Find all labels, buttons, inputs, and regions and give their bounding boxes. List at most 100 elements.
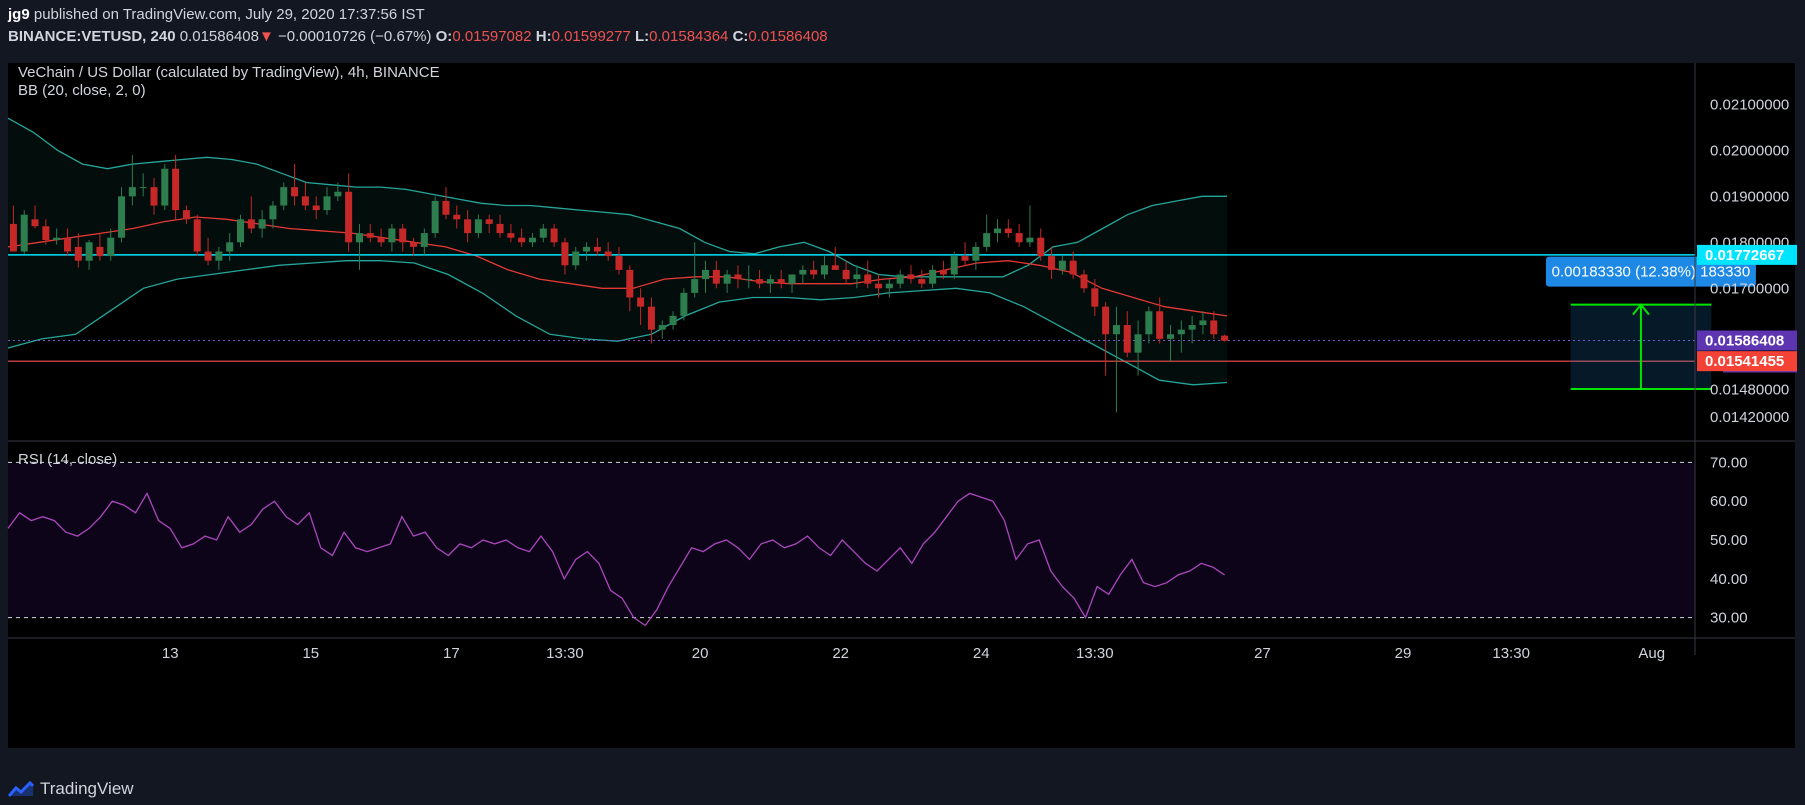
time-tick-label: Aug xyxy=(1638,645,1665,662)
horizontal-lines xyxy=(8,254,1695,362)
candle-body xyxy=(474,219,482,234)
candle-body xyxy=(366,233,374,238)
time-tick-label: 22 xyxy=(832,645,849,662)
candle-body xyxy=(1080,274,1088,289)
candle-body xyxy=(193,219,201,252)
candle-body xyxy=(258,219,266,229)
candle-body xyxy=(85,242,93,261)
candle-body xyxy=(301,196,309,206)
candle-body xyxy=(74,246,82,261)
candle-body xyxy=(118,196,126,238)
candle-body xyxy=(615,256,623,270)
candle-body xyxy=(972,246,980,261)
candle-body xyxy=(950,256,958,275)
candle-body xyxy=(528,237,536,243)
price-tick-label: 0.01480000 xyxy=(1710,381,1789,398)
symbol-label: BINANCE:VETUSD, 240 xyxy=(8,28,176,45)
candle-body xyxy=(842,269,850,280)
price-tick-label: 0.02000000 xyxy=(1710,142,1789,159)
candle-body xyxy=(896,274,904,284)
candle-body xyxy=(334,191,342,197)
publish-info: jg9 published on TradingView.com, July 2… xyxy=(8,6,425,23)
candle-body xyxy=(907,274,915,280)
candle-body xyxy=(1221,335,1229,341)
price-tick-label: 0.01700000 xyxy=(1710,280,1789,297)
candle-body xyxy=(561,242,569,266)
candle-body xyxy=(929,269,937,284)
candle-body xyxy=(1058,260,1066,270)
candle-body xyxy=(518,237,526,243)
candle-body xyxy=(31,219,39,227)
price-chart[interactable]: 0.00183330 (12.38%) 183330 0.02100000 0.0… xyxy=(0,55,1805,755)
last-price: 0.01586408 xyxy=(179,28,259,45)
candle-body xyxy=(734,274,742,280)
candle-body xyxy=(583,246,591,252)
candle-body xyxy=(777,279,785,284)
candle-body xyxy=(853,274,861,280)
cyan-line-price-tag: 0.01772667 xyxy=(1705,247,1784,264)
candle-body xyxy=(496,223,504,234)
candle-body xyxy=(572,251,580,266)
candle-body xyxy=(1167,334,1175,339)
bb-indicator-label: BB (20, close, 2, 0) xyxy=(18,82,146,99)
candle-body xyxy=(1134,334,1142,353)
candle-body xyxy=(864,274,872,284)
candle-body xyxy=(1156,311,1164,339)
candle-body xyxy=(723,274,731,284)
candle-body xyxy=(323,196,331,211)
tradingview-footer[interactable]: TradingView xyxy=(8,779,134,799)
close-label: C: xyxy=(732,28,749,45)
candle-body xyxy=(96,246,104,257)
candle-body xyxy=(345,191,353,243)
candle-body xyxy=(9,223,17,252)
candle-body xyxy=(1015,233,1023,243)
candle-body xyxy=(236,219,245,243)
time-tick-label: 29 xyxy=(1395,645,1412,662)
candle-body xyxy=(658,325,666,330)
publisher-name[interactable]: jg9 xyxy=(8,6,30,23)
red-line-price-tag: 0.01541455 xyxy=(1705,353,1784,370)
rsi-line xyxy=(7,491,1225,627)
rsi-pane xyxy=(7,461,1695,627)
candle-body xyxy=(226,242,234,252)
bb-fill xyxy=(8,118,1227,385)
down-arrow-icon: ▼ xyxy=(258,28,274,45)
candle-body xyxy=(1102,306,1110,335)
candle-body xyxy=(269,205,277,220)
candle-body xyxy=(507,233,515,238)
candle-body xyxy=(63,237,71,252)
candle-body xyxy=(280,187,288,206)
last-price-tag-box xyxy=(1697,330,1797,351)
candle-body xyxy=(464,219,472,234)
price-range-measure[interactable]: 0.00183330 (12.38%) 183330 xyxy=(1545,256,1756,390)
bollinger-bands xyxy=(7,117,1228,386)
candle-body xyxy=(215,251,223,261)
candle-body xyxy=(939,269,947,275)
candle-body xyxy=(701,269,710,280)
candle-body xyxy=(399,228,407,243)
time-tick-label: 20 xyxy=(692,645,709,662)
red-line-price-tag-box xyxy=(1697,351,1797,372)
candle-body xyxy=(756,279,764,284)
candle-body xyxy=(53,237,61,241)
time-tick-label: 13:30 xyxy=(1076,645,1114,662)
candle-body xyxy=(1210,320,1218,335)
axes: 0.021000000.020000000.019000000.01800000… xyxy=(8,63,1797,662)
time-tick-label: 24 xyxy=(973,645,990,662)
open-label: O: xyxy=(435,28,453,45)
candle-body xyxy=(1004,228,1012,234)
rsi-tick-label: 70.00 xyxy=(1710,454,1748,471)
tradingview-brand: TradingView xyxy=(40,779,134,798)
bb-upper-line xyxy=(7,117,1227,278)
candle-body xyxy=(204,251,212,261)
tradingview-logo-icon xyxy=(8,780,34,797)
low-label: L: xyxy=(634,28,650,45)
candle-body xyxy=(420,233,428,247)
candle-body xyxy=(593,246,601,252)
candle-body xyxy=(1048,256,1056,270)
candle-body xyxy=(961,256,969,261)
candle-body xyxy=(312,205,320,211)
time-tick-label: 13:30 xyxy=(1492,645,1530,662)
candle-body xyxy=(388,228,396,243)
high-label: H: xyxy=(535,28,552,45)
